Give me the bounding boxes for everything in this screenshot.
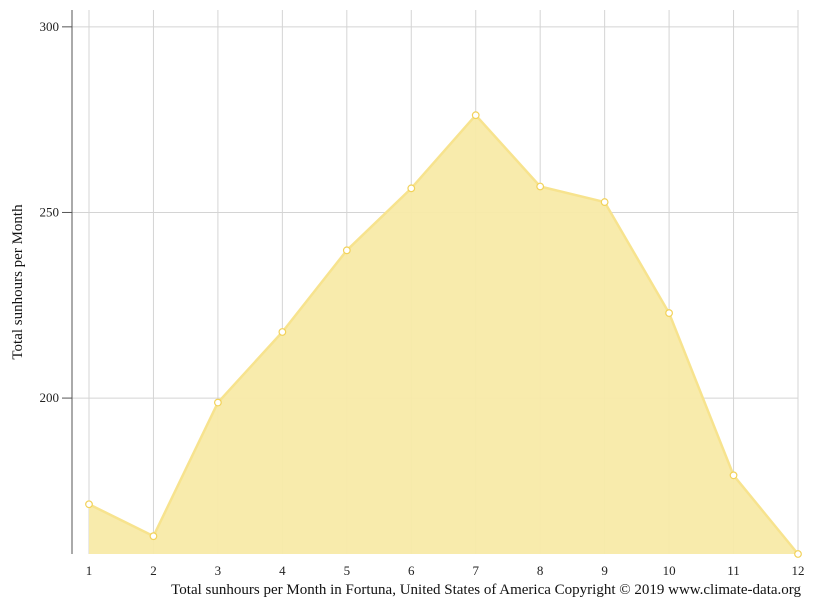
data-point-4[interactable] (278, 328, 287, 336)
y-axis: 200 250 300 (40, 10, 73, 554)
data-markers (85, 111, 802, 558)
data-point-2[interactable] (149, 532, 158, 541)
x-axis-ticks: 1 2 3 4 5 6 7 8 9 10 11 12 (86, 563, 805, 578)
x-tick-label-10: 10 (663, 563, 676, 578)
y-tick-label-300: 300 (40, 19, 60, 34)
x-tick-label-8: 8 (537, 563, 544, 578)
data-point-8[interactable] (536, 182, 545, 191)
y-tick-label-250: 250 (40, 204, 60, 219)
data-point-12[interactable] (794, 550, 802, 558)
area-series (88, 113, 799, 555)
x-tick-label-1: 1 (86, 563, 93, 578)
x-tick-label-5: 5 (344, 563, 351, 578)
data-point-1[interactable] (85, 500, 93, 509)
area-line (88, 113, 799, 555)
x-tick-label-9: 9 (601, 563, 608, 578)
y-tick-label-200: 200 (40, 390, 60, 405)
x-tick-label-7: 7 (472, 563, 479, 578)
x-tick-label-12: 12 (792, 563, 805, 578)
chart-caption: Total sunhours per Month in Fortuna, Uni… (171, 582, 801, 598)
data-point-7[interactable] (471, 111, 480, 120)
data-point-10[interactable] (665, 309, 673, 317)
x-tick-label-6: 6 (408, 563, 415, 578)
data-point-11[interactable] (729, 471, 738, 480)
x-tick-label-4: 4 (279, 563, 286, 578)
x-tick-label-2: 2 (150, 563, 157, 578)
y-axis-title: Total sunhours per Month (10, 204, 26, 360)
data-point-5[interactable] (342, 246, 351, 255)
data-point-9[interactable] (600, 198, 609, 206)
data-point-6[interactable] (407, 184, 416, 193)
area-fill (89, 115, 798, 554)
data-point-3[interactable] (214, 398, 222, 407)
x-tick-label-11: 11 (727, 563, 740, 578)
x-tick-label-3: 3 (215, 563, 222, 578)
